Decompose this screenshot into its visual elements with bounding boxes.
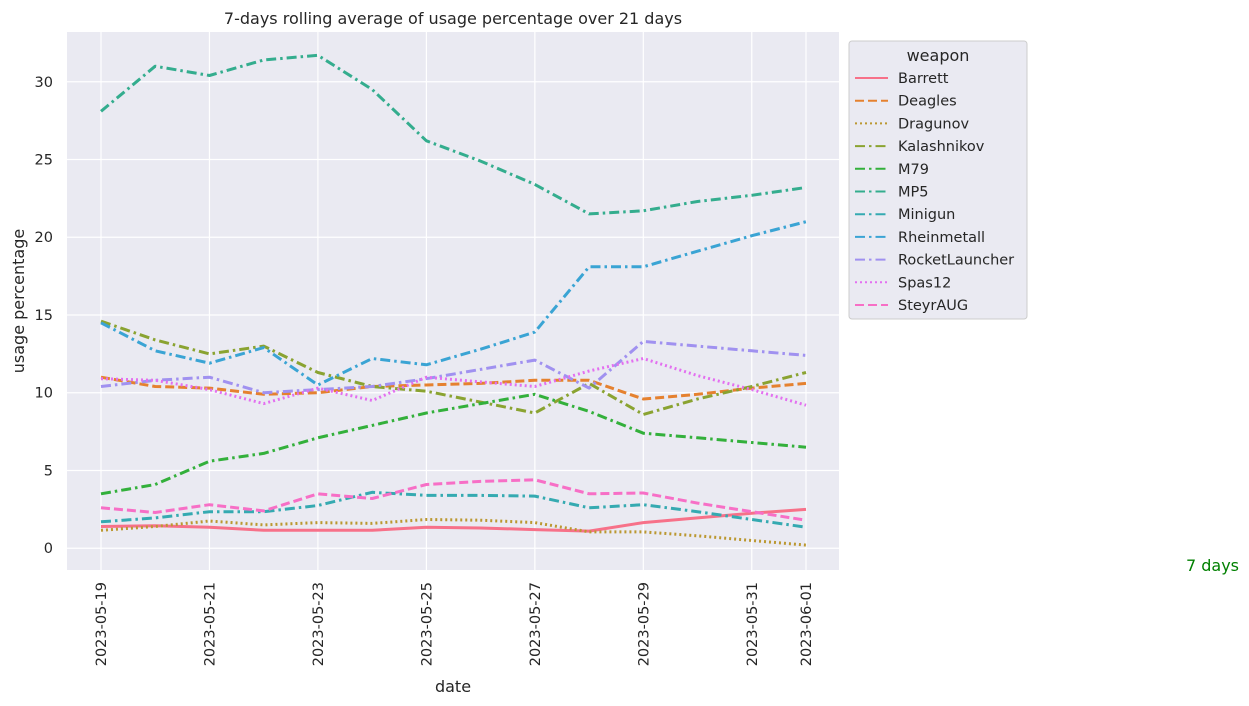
- series-line-deagles: [100, 375, 807, 401]
- y-tick-label: 0: [44, 541, 53, 557]
- grid-lines: [67, 32, 839, 570]
- legend-label-kalashnikov: Kalashnikov: [898, 139, 985, 155]
- series-line-barrett: [100, 507, 807, 533]
- plot-area: [67, 32, 839, 570]
- legend-label-dragunov: Dragunov: [898, 116, 969, 132]
- axis-ticks: 0 5 10 15 20 25 30 2023-05-19 2023-05-21 2023-05-…: [35, 75, 815, 667]
- x-tick-label: 2023-05-25: [419, 582, 435, 666]
- series-line-m79: [100, 392, 807, 496]
- legend-label-rocketlauncher: RocketLauncher: [898, 253, 1014, 269]
- series-lines: [100, 53, 807, 547]
- series-line-mp5: [100, 53, 807, 216]
- x-tick-label: 2023-05-21: [202, 582, 218, 666]
- legend-label-barrett: Barrett: [898, 71, 949, 87]
- y-axis-label: usage percentage: [9, 229, 28, 373]
- x-axis-label: date: [435, 677, 471, 696]
- legend-label-spas12: Spas12: [898, 275, 951, 291]
- y-tick-label: 10: [35, 386, 53, 402]
- legend-label-minigun: Minigun: [898, 207, 955, 223]
- legend-label-m79: M79: [898, 162, 929, 178]
- legend-box: [848, 40, 1028, 320]
- series-line-minigun: [100, 490, 807, 529]
- x-tick-label: 2023-05-31: [745, 582, 761, 666]
- y-tick-label: 5: [44, 463, 53, 479]
- x-tick-label: 2023-06-01: [799, 582, 815, 666]
- y-tick-label: 25: [35, 153, 53, 169]
- legend-label-mp5: MP5: [898, 185, 928, 201]
- series-line-rheinmetall: [100, 220, 807, 387]
- legend-title: weapon: [907, 46, 970, 65]
- y-tick-label: 15: [35, 308, 53, 324]
- legend: weapon Barrett Deagles Dragunov Kalashnikov…: [848, 40, 1028, 320]
- series-line-rocketlauncher: [100, 339, 807, 395]
- x-tick-label: 2023-05-23: [311, 582, 327, 666]
- x-tick-label: 2023-05-27: [528, 582, 544, 666]
- x-tick-label: 2023-05-29: [636, 582, 652, 666]
- y-tick-label: 20: [35, 230, 53, 246]
- legend-label-steyraug: SteyrAUG: [898, 298, 968, 314]
- series-line-steyraug: [100, 478, 807, 522]
- x-tick-label: 2023-05-19: [94, 582, 110, 666]
- chart-title: 7-days rolling average of usage percenta…: [224, 9, 682, 28]
- legend-label-deagles: Deagles: [898, 94, 957, 110]
- y-tick-label: 30: [35, 75, 53, 91]
- legend-label-rheinmetall: Rheinmetall: [898, 230, 985, 246]
- annotation-label: 7 days: [1186, 556, 1239, 575]
- series-line-kalashnikov: [100, 319, 807, 416]
